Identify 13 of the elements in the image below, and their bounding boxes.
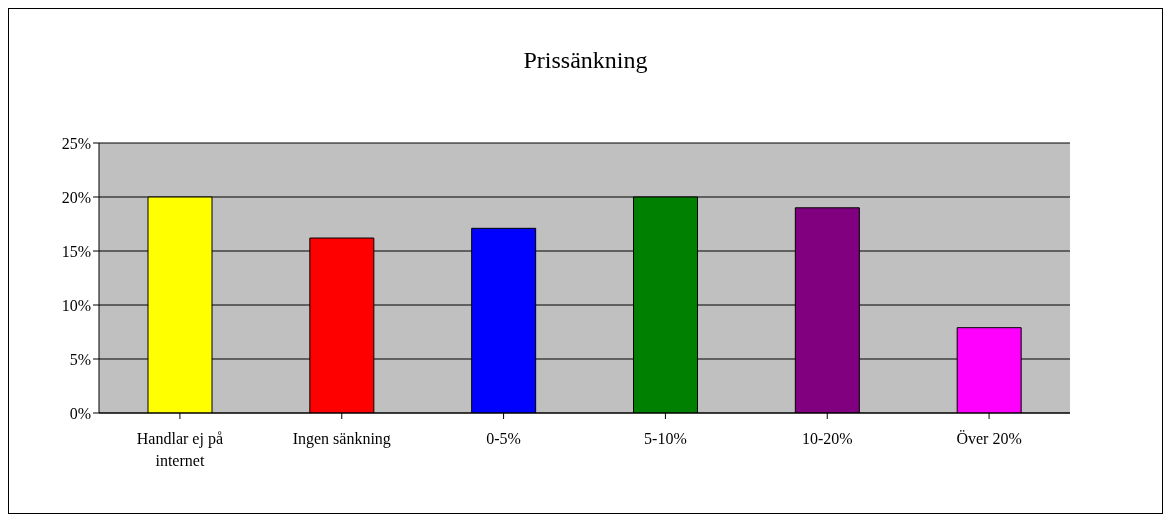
x-tick-label: 10-20%: [801, 430, 853, 448]
x-tick-label: Över 20%: [956, 430, 1022, 448]
x-tick-label: Handlar ej på internet: [136, 430, 224, 470]
x-tick-label: 0-5%: [486, 430, 521, 448]
y-tick-label: 25%: [61, 134, 91, 152]
y-tick-label: 15%: [61, 242, 91, 260]
chart-title: Prissänkning: [522, 47, 649, 74]
y-tick-label: 0%: [69, 404, 91, 422]
x-tick-label: Ingen sänkning: [292, 430, 391, 449]
y-tick-label: 20%: [61, 188, 91, 206]
x-tick-label: 5-10%: [644, 430, 687, 448]
y-tick-label: 5%: [69, 350, 91, 368]
y-tick-label: 10%: [61, 296, 91, 314]
